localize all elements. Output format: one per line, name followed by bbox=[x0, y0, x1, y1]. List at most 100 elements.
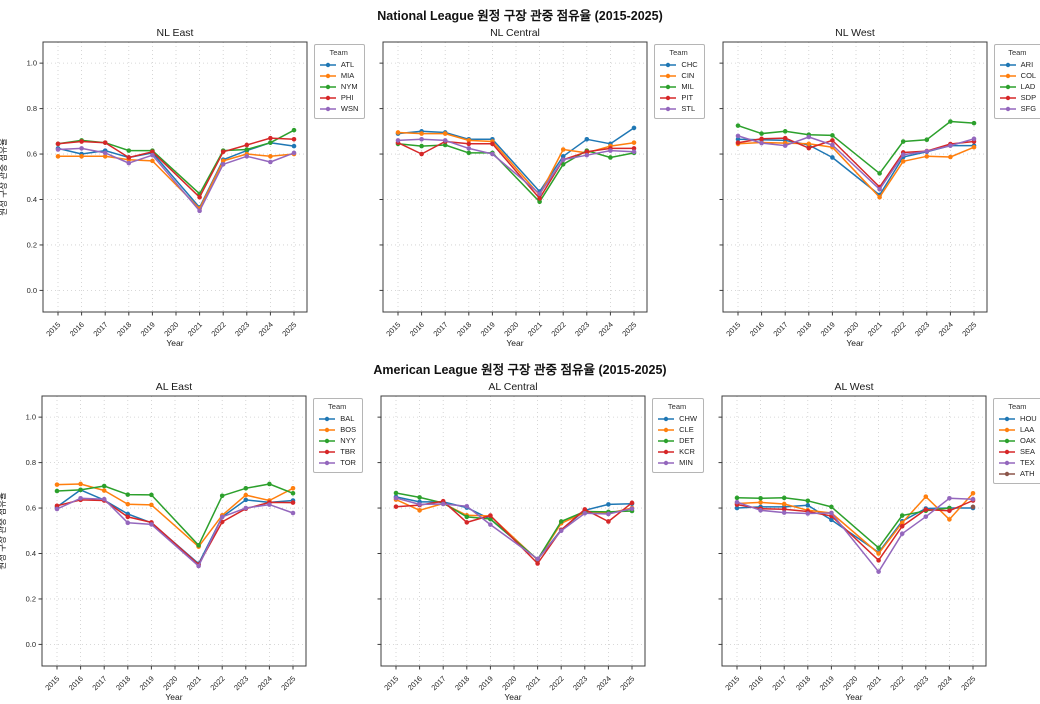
x-tick-label: 2015 bbox=[382, 674, 400, 692]
legend-line-marker-icon bbox=[319, 427, 336, 432]
legend-item: PHI bbox=[319, 92, 359, 103]
legend-label: TOR bbox=[340, 458, 356, 467]
x-tick-label: 2024 bbox=[257, 320, 275, 338]
data-point bbox=[899, 531, 905, 537]
chart-cell: 2015 2016 2017 2018 2019 2020 2021 2022 2023 2024… bbox=[369, 26, 705, 350]
data-point bbox=[782, 129, 788, 134]
data-point bbox=[150, 149, 155, 155]
x-tick-label: 2016 bbox=[408, 320, 426, 338]
x-tick-label: 2020 bbox=[162, 320, 180, 338]
legend-label: ARI bbox=[1020, 60, 1034, 69]
legend-line-marker-icon bbox=[658, 449, 675, 454]
data-point bbox=[781, 501, 787, 507]
data-point bbox=[805, 498, 811, 504]
legend-box: Team ARI COL LAD SDP SFG bbox=[993, 44, 1040, 119]
legend-box: Team CHC CIN MIL PIT STL bbox=[654, 44, 705, 119]
data-point bbox=[561, 154, 566, 159]
x-tick-label: 2024 bbox=[597, 320, 615, 338]
data-point bbox=[629, 500, 635, 506]
legend-item: KCR bbox=[657, 446, 697, 457]
data-point bbox=[125, 514, 131, 520]
x-axis-label: Year bbox=[845, 692, 862, 702]
data-point bbox=[419, 151, 425, 157]
legend-title: Team bbox=[667, 402, 687, 411]
legend-line-marker-icon bbox=[660, 84, 677, 89]
data-point bbox=[629, 506, 635, 512]
x-tick-label: 2024 bbox=[256, 674, 274, 692]
legend-item: SDP bbox=[999, 92, 1036, 103]
data-point bbox=[196, 543, 202, 548]
x-tick-label: 2020 bbox=[162, 674, 180, 692]
data-point bbox=[781, 510, 787, 515]
data-point bbox=[876, 186, 882, 192]
data-point bbox=[396, 138, 401, 143]
data-point bbox=[632, 149, 637, 155]
data-point bbox=[734, 499, 740, 505]
data-point bbox=[466, 138, 472, 143]
data-point bbox=[805, 511, 811, 516]
legend-line-marker-icon bbox=[319, 73, 336, 78]
data-point bbox=[735, 123, 740, 128]
x-tick-label: 2015 bbox=[385, 320, 403, 338]
data-point bbox=[947, 517, 952, 522]
legend-item: SFG bbox=[999, 103, 1036, 114]
x-tick-label: 2022 bbox=[550, 320, 568, 338]
legend-label: SFG bbox=[1020, 104, 1037, 113]
data-point bbox=[561, 157, 566, 163]
data-point bbox=[606, 511, 611, 517]
x-axis-label: Year bbox=[166, 338, 183, 348]
legend-item: CHC bbox=[659, 59, 698, 70]
x-tick-label: 2017 bbox=[771, 320, 789, 338]
data-point bbox=[150, 158, 155, 164]
data-point bbox=[923, 514, 929, 519]
plot-svg: 2015 2016 2017 2018 2019 2020 2021 2022 2023 2024… bbox=[718, 381, 987, 702]
data-point bbox=[149, 522, 154, 527]
data-point bbox=[417, 495, 423, 500]
x-tick-label: 2015 bbox=[44, 320, 62, 338]
chart-cell: 2015 2016 2017 2018 2019 2020 2021 2022 2023 2024… bbox=[709, 26, 1040, 350]
data-point bbox=[899, 513, 905, 518]
plot-svg: 2015 2016 2017 2018 2019 2020 2021 2022 2023 2024… bbox=[719, 27, 988, 348]
data-point bbox=[197, 208, 202, 214]
x-tick-label: 2023 bbox=[233, 320, 251, 338]
x-tick-label: 2015 bbox=[44, 674, 62, 692]
data-point bbox=[243, 485, 249, 491]
data-point bbox=[268, 159, 273, 165]
data-point bbox=[758, 131, 764, 136]
legend-label: PIT bbox=[681, 93, 694, 102]
data-point bbox=[829, 133, 835, 138]
data-point bbox=[829, 504, 834, 510]
legend-item: DET bbox=[657, 435, 697, 446]
legend-label: ATL bbox=[340, 60, 355, 69]
legend-line-marker-icon bbox=[658, 438, 675, 443]
section-title-american: American League 원정 구장 관중 점유율 (2015-2025) bbox=[373, 363, 667, 377]
y-tick-label: 0.8 bbox=[26, 458, 36, 467]
x-tick-label: 2020 bbox=[842, 320, 860, 338]
data-point bbox=[267, 481, 272, 487]
x-tick-label: 2018 bbox=[795, 320, 813, 338]
x-tick-label: 2023 bbox=[912, 674, 930, 692]
data-point bbox=[584, 152, 590, 158]
y-tick-label: 0.2 bbox=[26, 241, 36, 250]
legend-line-marker-icon bbox=[999, 427, 1016, 432]
data-point bbox=[758, 136, 764, 142]
data-point bbox=[632, 146, 637, 151]
y-tick-label: 0.0 bbox=[26, 640, 36, 649]
y-tick-label: 0.4 bbox=[26, 549, 36, 558]
legend-item: STL bbox=[659, 103, 697, 114]
data-point bbox=[608, 148, 614, 153]
data-point bbox=[291, 136, 297, 142]
data-point bbox=[782, 135, 788, 141]
data-point bbox=[970, 490, 976, 496]
x-tick-label: 2021 bbox=[524, 674, 542, 692]
chart-cell: 2015 2016 2017 2018 2019 2020 2021 2022 2023 2024… bbox=[708, 380, 1040, 704]
data-point bbox=[125, 492, 131, 497]
data-point bbox=[924, 149, 929, 154]
data-point bbox=[970, 504, 976, 510]
chart-title: NL West bbox=[835, 27, 875, 39]
data-point bbox=[291, 127, 297, 133]
x-tick-label: 2021 bbox=[865, 674, 883, 692]
legend-box: Team ATL MIA NYM PHI WSN bbox=[313, 44, 366, 119]
data-point bbox=[900, 152, 906, 158]
